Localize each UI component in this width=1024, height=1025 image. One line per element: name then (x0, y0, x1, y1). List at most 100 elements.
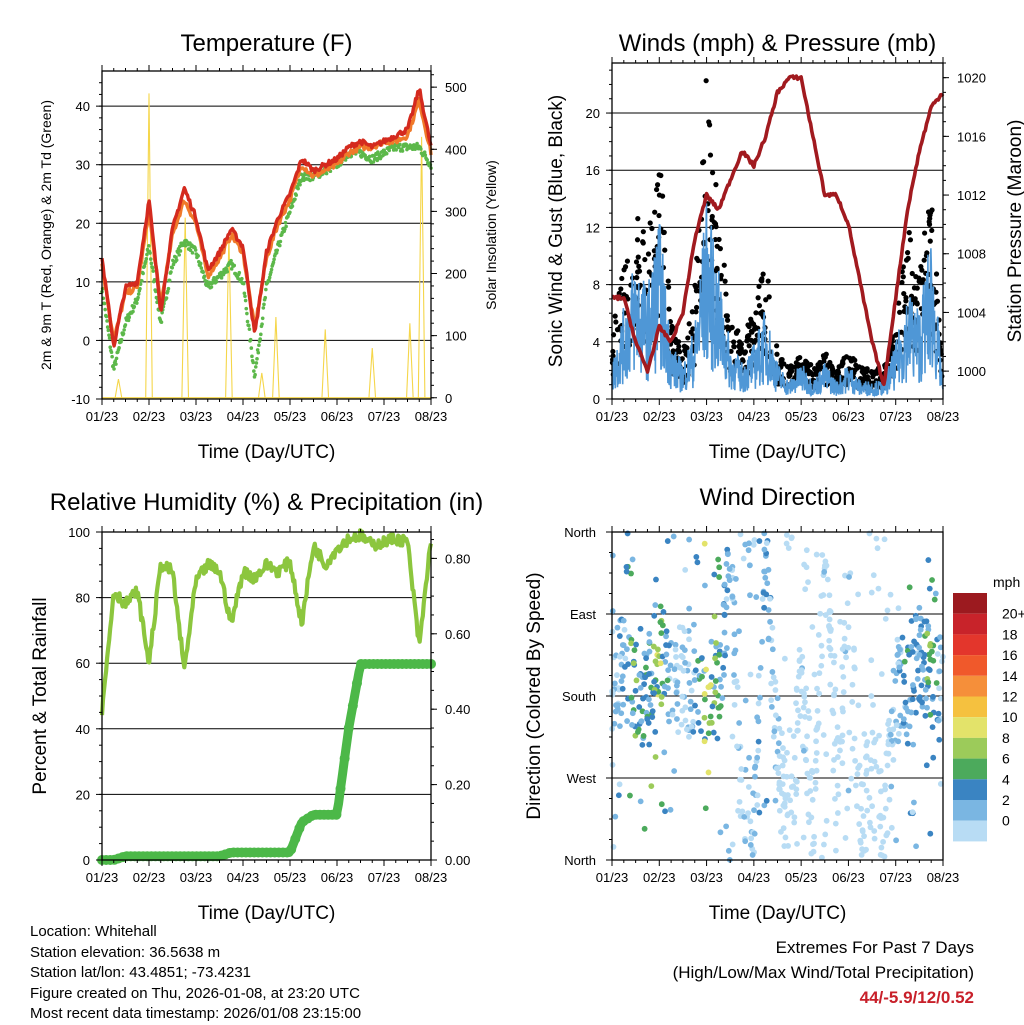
direction-point (774, 748, 781, 755)
direction-point (916, 695, 922, 702)
direction-point (682, 717, 689, 724)
legend-swatch (953, 696, 987, 718)
gust-point (723, 291, 729, 297)
direction-point (811, 833, 817, 840)
direction-point (695, 709, 701, 715)
dewpoint-point (250, 354, 254, 359)
dewpoint-point (293, 197, 297, 202)
dewpoint-point (147, 244, 151, 248)
legend-label: 0 (1002, 813, 1010, 829)
direction-point (764, 580, 771, 587)
direction-point (877, 823, 884, 830)
direction-point (791, 819, 798, 826)
direction-point (747, 818, 754, 825)
gust-point (901, 290, 907, 297)
direction-point (714, 659, 720, 666)
direction-point (884, 762, 891, 769)
y-tick-label: 40 (76, 722, 90, 737)
direction-point (807, 788, 814, 794)
direction-point (831, 659, 837, 666)
direction-point (934, 651, 941, 657)
gust-point (746, 323, 752, 330)
gust-point (784, 363, 791, 370)
direction-point (682, 659, 688, 666)
direction-point (653, 576, 659, 583)
direction-point (773, 765, 780, 772)
direction-point (903, 731, 910, 738)
direction-point (841, 619, 848, 626)
direction-point (852, 782, 859, 789)
direction-point (662, 808, 668, 815)
direction-point (687, 706, 694, 713)
gust-point (756, 303, 763, 309)
direction-point (821, 841, 827, 848)
direction-point (867, 824, 874, 831)
gust-point (752, 324, 758, 330)
direction-point (887, 591, 894, 598)
dewpoint-point (324, 171, 329, 176)
direction-point (723, 596, 730, 602)
dewpoint-point (105, 325, 110, 329)
direction-point (616, 781, 623, 788)
direction-point (716, 564, 723, 571)
direction-point (857, 839, 864, 846)
direction-point (863, 742, 870, 749)
direction-point (672, 641, 679, 648)
direction-point (834, 810, 841, 816)
dewpoint-point (190, 251, 195, 255)
dewpoint-point (167, 278, 172, 283)
direction-point (679, 693, 686, 700)
direction-point (797, 713, 804, 719)
legend-label: 10 (1002, 709, 1018, 725)
y-tick-label: 60 (76, 656, 90, 671)
direction-point (805, 579, 811, 585)
direction-point (866, 794, 873, 801)
direction-point (830, 767, 837, 774)
direction-point (858, 805, 864, 812)
direction-point (699, 655, 705, 661)
direction-point (806, 715, 813, 722)
direction-point (628, 640, 634, 647)
direction-point (698, 728, 704, 734)
created-text: Figure created on Thu, 2026-01-08, at 23… (30, 984, 360, 1002)
gust-point (793, 360, 799, 366)
direction-point (676, 624, 683, 631)
gust-point (900, 274, 906, 280)
y2-tick-label: 1000 (957, 364, 986, 379)
direction-point (746, 562, 753, 569)
direction-point (621, 626, 628, 633)
direction-point (729, 841, 736, 848)
direction-point (747, 842, 754, 848)
direction-point (832, 820, 839, 827)
precip-series (97, 658, 436, 865)
direction-point (619, 642, 626, 648)
gust-point (903, 298, 909, 304)
direction-point (882, 782, 888, 789)
gust-point (808, 369, 814, 376)
direction-point (868, 765, 875, 772)
direction-point (818, 642, 825, 649)
direction-point (708, 638, 715, 645)
direction-point (936, 668, 943, 675)
dewpoint-point (150, 265, 155, 270)
gust-point (864, 374, 871, 380)
dewpoint-point (107, 333, 111, 337)
dewpoint-point (148, 257, 153, 261)
gust-point (669, 323, 675, 330)
direction-point (910, 741, 917, 748)
direction-point (827, 626, 833, 633)
direction-point (694, 559, 701, 566)
gust-point (737, 344, 743, 351)
gust-point (746, 343, 752, 349)
direction-point (890, 667, 897, 674)
axes-1: 01/23 02/23 03/23 04/23 05/23 06/23 07/23 08/23… (38, 30, 499, 463)
direction-point (776, 807, 783, 814)
direction-point (804, 770, 811, 777)
direction-point (772, 712, 779, 719)
dewpoint-point (174, 255, 178, 260)
gust-point (899, 279, 905, 286)
direction-point (722, 652, 729, 659)
y-tick-label: South (562, 689, 596, 704)
axes-3: 01/23 02/23 03/23 04/23 05/23 06/23 07/23 08/23… (30, 489, 483, 924)
direction-point (868, 657, 875, 664)
